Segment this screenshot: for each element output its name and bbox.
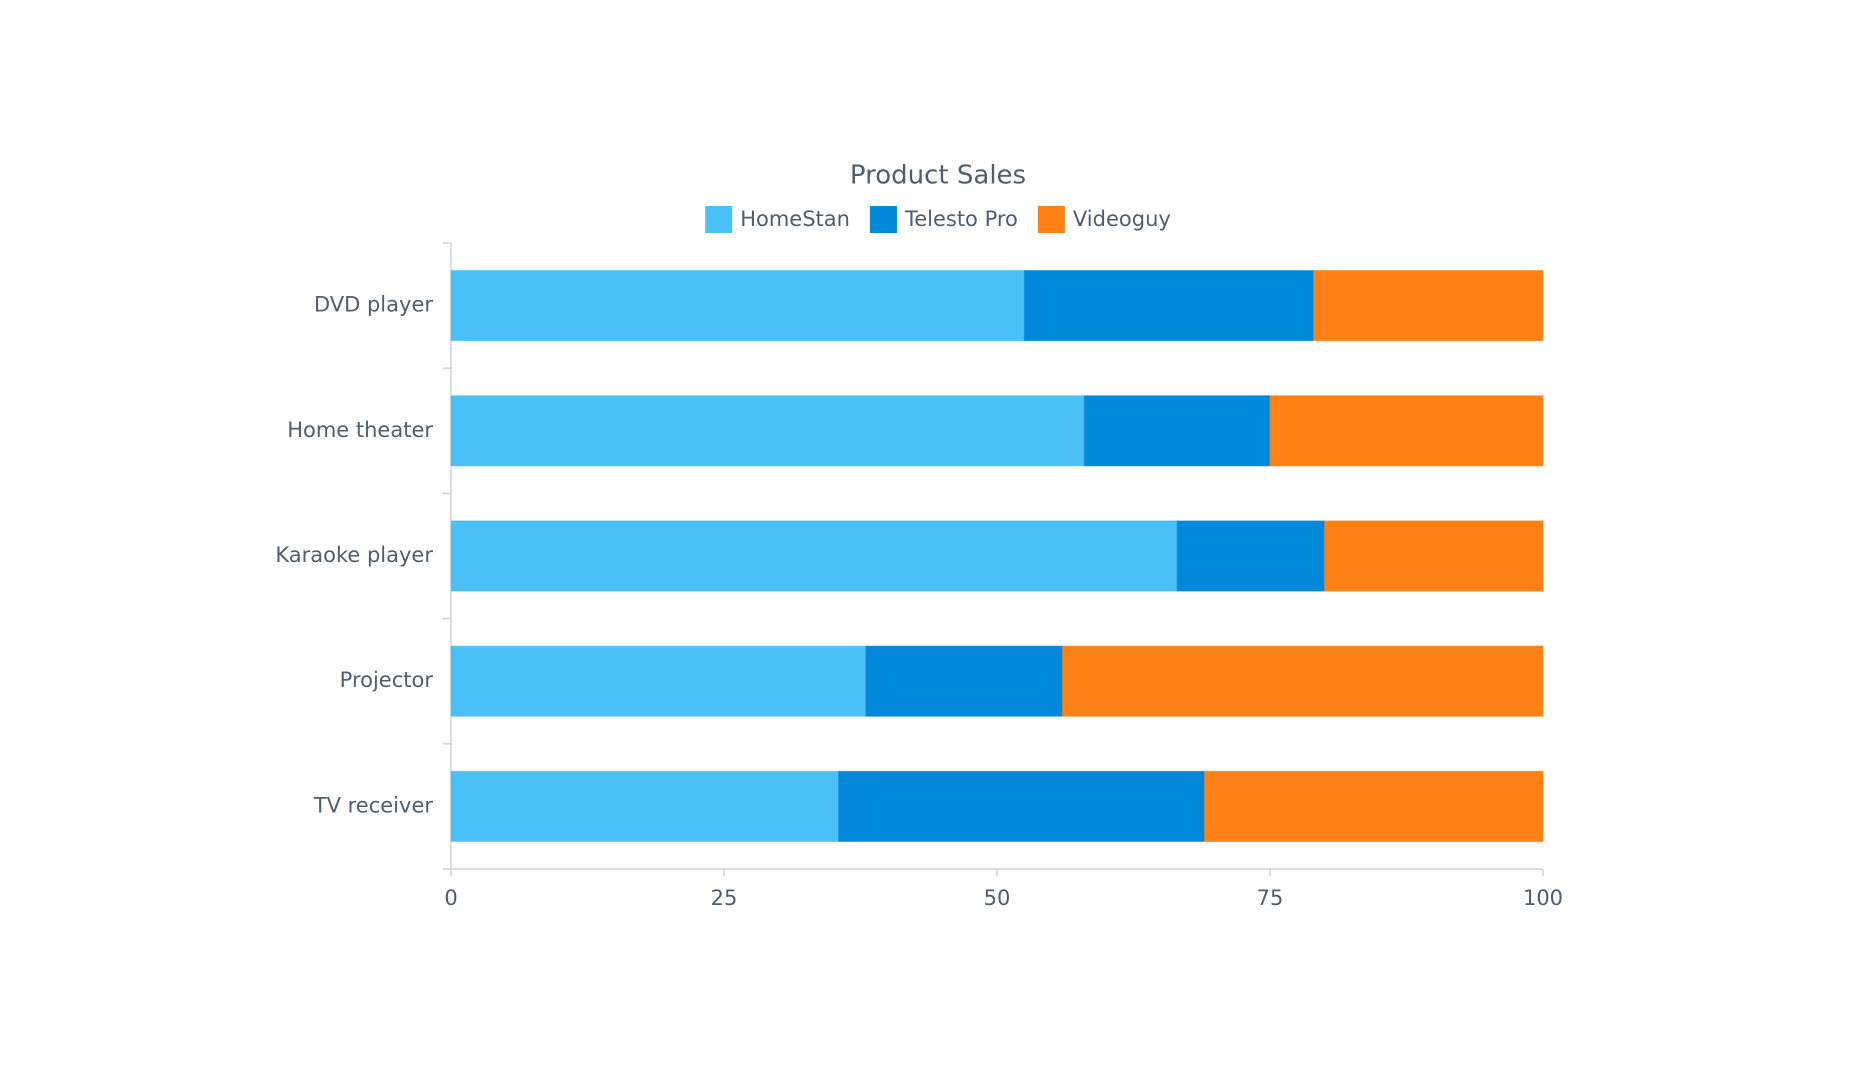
legend-swatch — [869, 206, 897, 233]
bar — [450, 395, 1085, 467]
legend-swatch — [705, 206, 733, 233]
chart-title: Product Sales — [850, 161, 1026, 191]
bar — [450, 770, 840, 842]
legend-label: Videoguy — [1073, 207, 1171, 231]
bar — [838, 770, 1205, 842]
y-tick-label: TV receiver — [313, 793, 434, 817]
bar — [1083, 395, 1271, 467]
x-tick-label: 50 — [984, 886, 1011, 910]
bar — [1062, 645, 1544, 717]
x-tick-label: 75 — [1257, 886, 1284, 910]
y-tick-label: Projector — [340, 668, 434, 692]
bar — [1176, 520, 1326, 592]
legend-label: HomeStan — [740, 207, 850, 231]
bar — [1023, 270, 1315, 342]
bar — [1313, 270, 1544, 342]
legend-swatch — [1037, 206, 1065, 233]
bar — [1269, 395, 1544, 467]
x-tick-label: 100 — [1523, 886, 1563, 910]
bar — [1324, 520, 1544, 592]
bar — [450, 645, 867, 717]
bar — [865, 645, 1064, 717]
x-tick-label: 0 — [444, 886, 457, 910]
y-tick-label: DVD player — [314, 293, 433, 317]
y-tick-label: Home theater — [287, 418, 433, 442]
bar — [1203, 770, 1544, 842]
legend-label: Telesto Pro — [904, 207, 1018, 231]
y-tick-label: Karaoke player — [275, 543, 433, 567]
bar — [450, 270, 1025, 342]
x-tick-label: 25 — [711, 886, 738, 910]
bar — [450, 520, 1178, 592]
